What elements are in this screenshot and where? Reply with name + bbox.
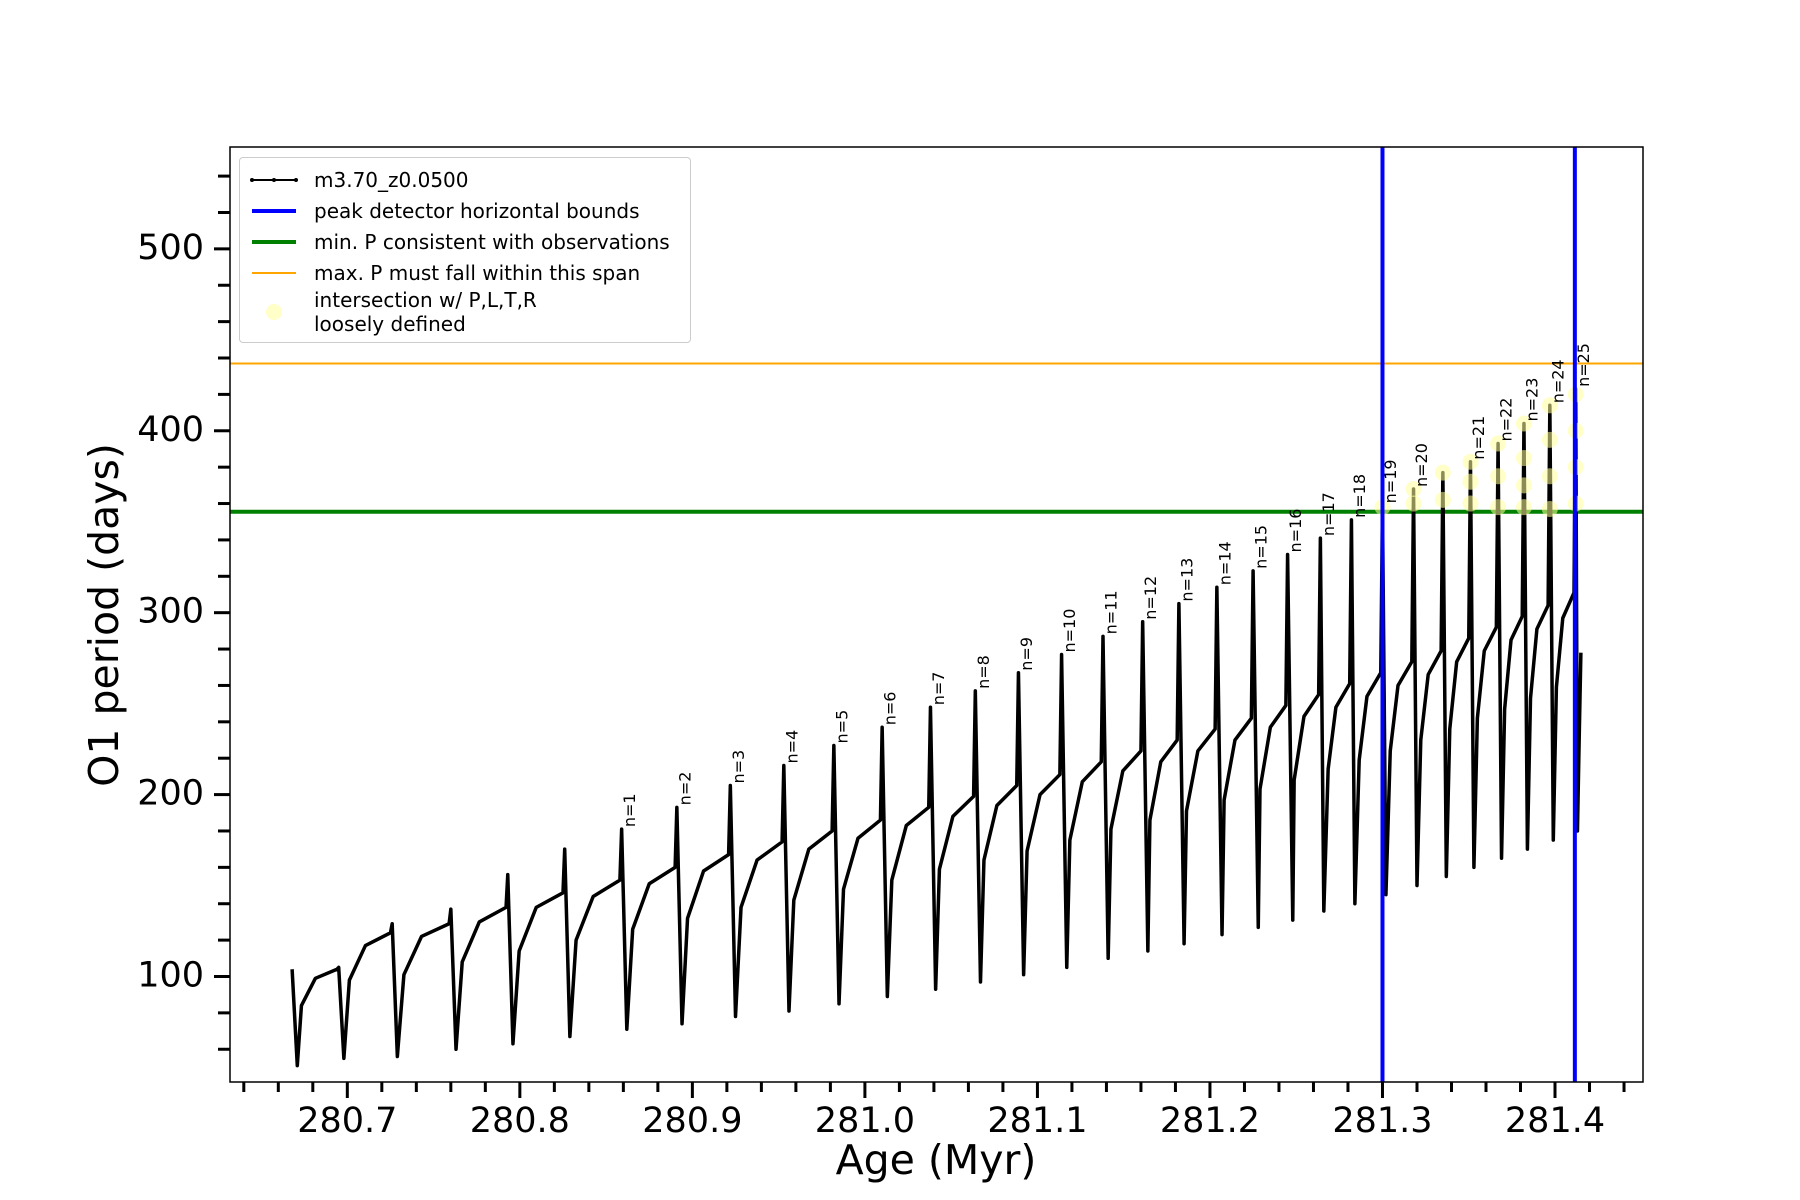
annotation: n=13 [1177,558,1196,602]
annotation: n=25 [1574,343,1593,387]
scatter-point [1541,397,1558,414]
scatter-point [1490,468,1507,485]
legend-marker [250,177,254,182]
legend-entry: m3.70_z0.0500 [250,164,680,195]
legend-handle [266,304,282,320]
legend-handle [252,239,296,244]
annotation: n=16 [1286,509,1305,553]
x-tick-label: 281.2 [1160,1101,1260,1141]
legend-entry: max. P must fall within this span [250,257,680,288]
legend-label: min. P consistent with observations [314,229,670,254]
annotation: n=17 [1319,492,1338,536]
scatter-point [1405,480,1422,497]
annotation: n=7 [929,672,948,706]
annotation: n=1 [620,793,639,827]
annotation: n=6 [881,692,900,726]
x-tick-label: 280.9 [642,1101,742,1141]
annotation: n=11 [1101,590,1120,634]
annotation: n=4 [782,730,801,764]
annotation: n=3 [729,750,748,784]
plot-frame [229,146,1644,1083]
y-tick-label: 300 [137,592,204,632]
legend-label: max. P must fall within this span [314,260,641,285]
scatter-point [1515,499,1532,516]
scatter-point [1405,495,1422,512]
annotation: n=14 [1215,541,1234,585]
y-tick-label: 500 [137,228,204,268]
scatter-point [1515,450,1532,467]
scatter-point [1515,415,1532,432]
x-tick-label: 281.4 [1505,1101,1605,1141]
legend-marker [272,177,276,182]
legend-label: intersection w/ P,L,T,R loosely defined [314,288,537,336]
scatter-point [1434,464,1451,481]
plot-area [230,147,1643,1082]
x-axis-label: Age (Myr) [836,1136,1037,1184]
y-tick-label: 200 [137,774,204,814]
scatter-point [1490,435,1507,452]
annotation: n=10 [1060,609,1079,653]
scatter-point [1490,499,1507,516]
x-tick-label: 281.1 [987,1101,1087,1141]
annotation: n=23 [1522,378,1541,422]
annotation: n=8 [974,655,993,689]
annotation: n=19 [1381,459,1400,503]
x-tick-label: 281.0 [815,1101,915,1141]
annotation: n=5 [832,710,851,744]
legend-handle [250,177,298,182]
scatter-point [1462,453,1479,470]
legend-handle [252,271,296,274]
annotation: n=18 [1350,474,1369,518]
legend-marker [294,177,298,182]
scatter-point [1462,473,1479,490]
y-axis-label: O1 period (days) [80,443,128,787]
annotation: n=20 [1412,443,1431,487]
scatter-point [1434,491,1451,508]
annotation: n=15 [1252,525,1271,569]
annotation: n=22 [1497,398,1516,442]
annotation: n=21 [1469,416,1488,460]
legend-entry: peak detector horizontal bounds [250,195,680,226]
legend-label: peak detector horizontal bounds [314,198,640,223]
legend-marker [266,304,282,320]
legend-entry: intersection w/ P,L,T,R loosely defined [250,288,680,336]
scatter-point [1462,495,1479,512]
scatter-point [1541,500,1558,517]
legend-label: m3.70_z0.0500 [314,167,469,192]
scatter-point [1515,477,1532,494]
annotation: n=12 [1141,576,1160,620]
annotation: n=2 [675,772,694,806]
legend-entry: min. P consistent with observations [250,226,680,257]
scatter-point [1541,431,1558,448]
annotation: n=24 [1548,359,1567,403]
x-tick-label: 280.8 [470,1101,570,1141]
x-tick-label: 281.3 [1332,1101,1432,1141]
annotation: n=9 [1017,637,1036,671]
scatter-point [1541,468,1558,485]
y-tick-label: 400 [137,410,204,450]
x-tick-label: 280.7 [297,1101,397,1141]
legend-handle [252,208,296,213]
data-line [290,387,1583,1068]
y-tick-label: 100 [137,955,204,995]
